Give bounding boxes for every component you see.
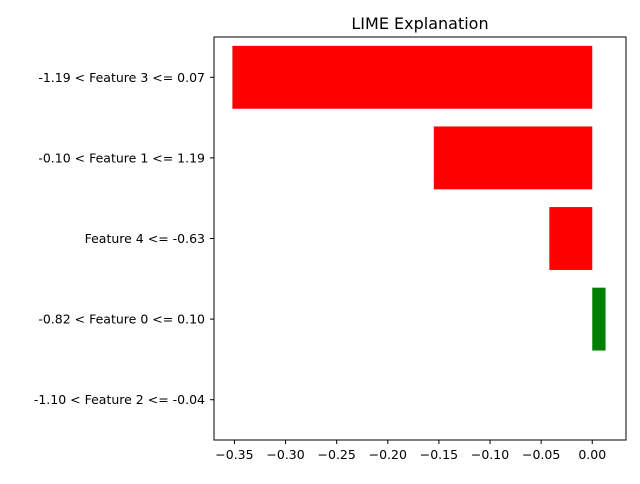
bars-layer (232, 45, 606, 351)
x-axis: −0.35 −0.30 −0.25 −0.20 −0.15 −0.10 −0.05 0.00 (215, 440, 606, 462)
x-tick-label-3: −0.20 (369, 447, 407, 462)
x-tick-label-5: −0.10 (471, 447, 509, 462)
bar-1 (433, 126, 593, 190)
y-axis: -1.19 < Feature 3 <= 0.07 -0.10 < Feature… (34, 70, 214, 407)
x-tick-label-7: 0.00 (578, 447, 606, 462)
bar-3 (592, 287, 606, 351)
bar-2 (549, 207, 593, 270)
y-tick-label-4: -1.10 < Feature 2 <= -0.04 (34, 392, 205, 407)
x-tick-label-4: −0.15 (420, 447, 458, 462)
bar-0 (232, 45, 593, 109)
plot-frame (213, 36, 627, 441)
y-tick-label-1: -0.10 < Feature 1 <= 1.19 (38, 150, 205, 165)
y-tick-label-0: -1.19 < Feature 3 <= 0.07 (38, 70, 205, 85)
x-tick-label-2: −0.25 (318, 447, 356, 462)
x-tick-label-1: −0.30 (266, 447, 304, 462)
chart-title: LIME Explanation (351, 14, 488, 33)
x-tick-label-6: −0.05 (522, 447, 560, 462)
y-tick-label-2: Feature 4 <= -0.63 (85, 231, 205, 246)
y-tick-label-3: -0.82 < Feature 0 <= 0.10 (38, 312, 205, 327)
x-tick-label-0: −0.35 (215, 447, 253, 462)
